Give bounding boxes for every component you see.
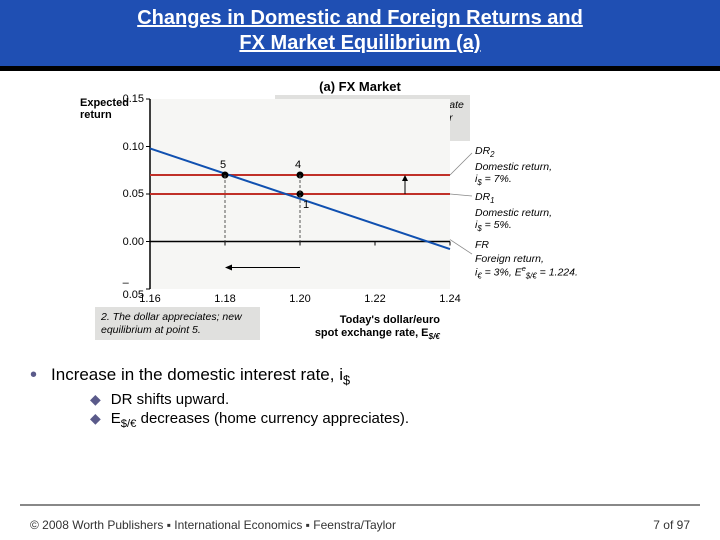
title-line-1: Changes in Domestic and Foreign Returns … xyxy=(10,6,710,31)
sub-bullet-icon: ◆ xyxy=(90,410,101,427)
page-number: 7 of 97 xyxy=(653,518,690,532)
fx-market-figure: (a) FX Market Expected return 1. An incr… xyxy=(80,79,640,359)
svg-text:1: 1 xyxy=(303,199,309,211)
sub-bullet-list: ◆ DR shifts upward. ◆ E$/€ decreases (ho… xyxy=(90,391,720,430)
line-label-fr: FR Foreign return, i€ = 3%, Ee$/€ = 1.22… xyxy=(475,239,578,281)
svg-text:4: 4 xyxy=(295,159,301,171)
slide-title-banner: Changes in Domestic and Foreign Returns … xyxy=(0,0,720,71)
svg-text:5: 5 xyxy=(220,159,226,171)
sub-bullet-1: ◆ DR shifts upward. xyxy=(90,391,720,408)
line-label-dr1: DR1 Domestic return, i$ = 5%. xyxy=(475,191,552,233)
title-line-2: FX Market Equilibrium (a) xyxy=(10,31,710,56)
footer-divider xyxy=(20,504,700,506)
chart-plot: 541 –0.050.000.050.100.151.161.181.201.2… xyxy=(150,99,450,289)
bullet-list: • Increase in the domestic interest rate… xyxy=(30,365,720,430)
copyright-text: © 2008 Worth Publishers ▪ International … xyxy=(30,518,396,532)
sub-bullet-icon: ◆ xyxy=(90,391,101,408)
bullet-dot-icon: • xyxy=(30,365,37,385)
slide-footer: © 2008 Worth Publishers ▪ International … xyxy=(0,518,720,532)
x-axis-label: Today's dollar/euro spot exchange rate, … xyxy=(240,314,440,341)
sub-bullet-2: ◆ E$/€ decreases (home currency apprecia… xyxy=(90,410,720,430)
chart-svg: 5 4 1 xyxy=(150,99,450,289)
line-label-dr2: DR2 Domestic return, i$ = 7%. xyxy=(475,145,552,187)
figure-subtitle: (a) FX Market xyxy=(319,79,401,94)
main-bullet: • Increase in the domestic interest rate… xyxy=(30,365,720,387)
y-axis-label: Expected return xyxy=(80,97,129,121)
callout-2: 2. The dollar appreciates; new equilibri… xyxy=(95,307,260,340)
